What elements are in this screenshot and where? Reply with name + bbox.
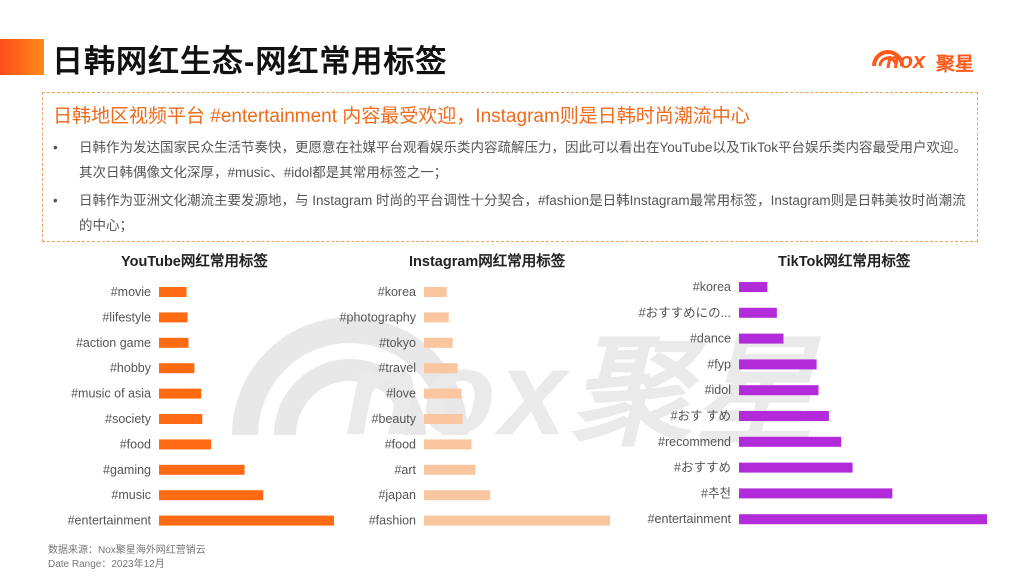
youtube-bar [159, 312, 188, 323]
instagram-bar [424, 388, 462, 399]
tiktok-bar [739, 359, 817, 370]
youtube-category-label: #food [120, 437, 151, 451]
youtube-bar [159, 464, 245, 475]
instagram-category-label: #korea [378, 285, 416, 299]
bullet-text: 日韩作为亚洲文化潮流主要发源地，与 Instagram 时尚的平台调性十分契合，… [79, 193, 966, 233]
tiktok-bar [739, 333, 784, 344]
tiktok-category-label: #korea [693, 280, 731, 294]
instagram-category-label: #art [394, 463, 416, 477]
youtube-bar [159, 439, 212, 450]
instagram-category-label: #fashion [369, 514, 416, 528]
youtube-bar [159, 337, 189, 348]
instagram-bar [424, 363, 458, 374]
youtube-bar [159, 287, 187, 297]
tiktok-category-label: #idol [705, 383, 731, 397]
summary-bullet-1: • 日韩作为发达国家民众生活节奏快，更愿意在社媒平台观看娱乐类内容疏解压力，因此… [53, 135, 971, 185]
tiktok-category-label: #おすすめ [674, 461, 731, 475]
youtube-category-label: #lifestyle [102, 310, 151, 324]
footer-source: 数据来源：Nox聚星海外网红营销云 [48, 545, 206, 556]
youtube-category-label: #entertainment [68, 514, 152, 528]
youtube-category-label: #action game [76, 336, 151, 350]
youtube-category-label: #gaming [103, 463, 151, 477]
title-accent-bar [0, 39, 44, 75]
tiktok-bar [739, 411, 829, 421]
tiktok-bar [739, 488, 893, 499]
youtube-bar [159, 363, 195, 374]
summary-box: 日韩地区视频平台 #entertainment 内容最受欢迎，Instagram… [42, 92, 978, 242]
bullet-dot: • [53, 193, 58, 208]
tiktok-bar [739, 307, 777, 318]
instagram-bar [424, 312, 449, 323]
youtube-bar [159, 490, 264, 501]
tiktok-bar [739, 514, 987, 525]
tiktok-category-label: #おすすめにの... [639, 306, 731, 320]
logo-wordmark: nox [886, 48, 926, 73]
tiktok-category-label: #entertainment [648, 512, 732, 526]
tiktok-bar [739, 436, 842, 447]
instagram-category-label: #japan [378, 488, 416, 502]
instagram-bar [424, 439, 472, 450]
bullet-text: 日韩作为发达国家民众生活节奏快，更愿意在社媒平台观看娱乐类内容疏解压力，因此可以… [79, 140, 968, 180]
tiktok-bar [739, 385, 819, 396]
youtube-category-label: #music of asia [71, 387, 151, 401]
tiktok-category-label: #추천 [701, 485, 731, 500]
logo-chinese: 聚星 [936, 54, 975, 75]
youtube-bar [159, 388, 202, 399]
youtube-category-label: #society [105, 412, 152, 426]
instagram-category-label: #beauty [372, 412, 417, 426]
instagram-bar [424, 464, 476, 475]
instagram-bar [424, 337, 453, 348]
page-title: 日韩网红生态-网红常用标签 [52, 44, 448, 79]
tiktok-bar [739, 282, 768, 292]
tiktok-category-label: #おす すめ [671, 409, 731, 423]
footer-date-range: Date Range：2023年12月 [48, 559, 165, 570]
instagram-category-label: #tokyo [379, 336, 416, 350]
tiktok-category-label: #recommend [658, 435, 731, 449]
instagram-category-label: #travel [378, 361, 416, 375]
instagram-chart-title: Instagram网红常用标签 [409, 254, 566, 270]
tiktok-category-label: #fyp [707, 357, 731, 371]
nox-logo-icon [872, 50, 904, 67]
youtube-bar [159, 414, 203, 424]
bullet-dot: • [53, 140, 58, 155]
tiktok-bar [739, 462, 853, 473]
instagram-category-label: #photography [340, 310, 417, 324]
instagram-bar [424, 490, 491, 501]
youtube-category-label: #movie [111, 285, 151, 299]
instagram-bar [424, 287, 447, 297]
instagram-bar [424, 414, 463, 424]
nox-logo: nox 聚星 [868, 36, 998, 80]
summary-headline: 日韩地区视频平台 #entertainment 内容最受欢迎，Instagram… [53, 106, 750, 127]
instagram-bar [424, 515, 611, 526]
youtube-category-label: #music [111, 488, 151, 502]
tiktok-chart-title: TikTok网红常用标签 [778, 254, 911, 270]
instagram-category-label: #food [385, 437, 416, 451]
tiktok-category-label: #dance [690, 332, 731, 346]
instagram-category-label: #love [386, 387, 416, 401]
summary-bullet-2: • 日韩作为亚洲文化潮流主要发源地，与 Instagram 时尚的平台调性十分契… [53, 188, 971, 238]
youtube-category-label: #hobby [110, 361, 152, 375]
youtube-bar [159, 515, 335, 526]
youtube-chart-title: YouTube网红常用标签 [121, 254, 268, 270]
